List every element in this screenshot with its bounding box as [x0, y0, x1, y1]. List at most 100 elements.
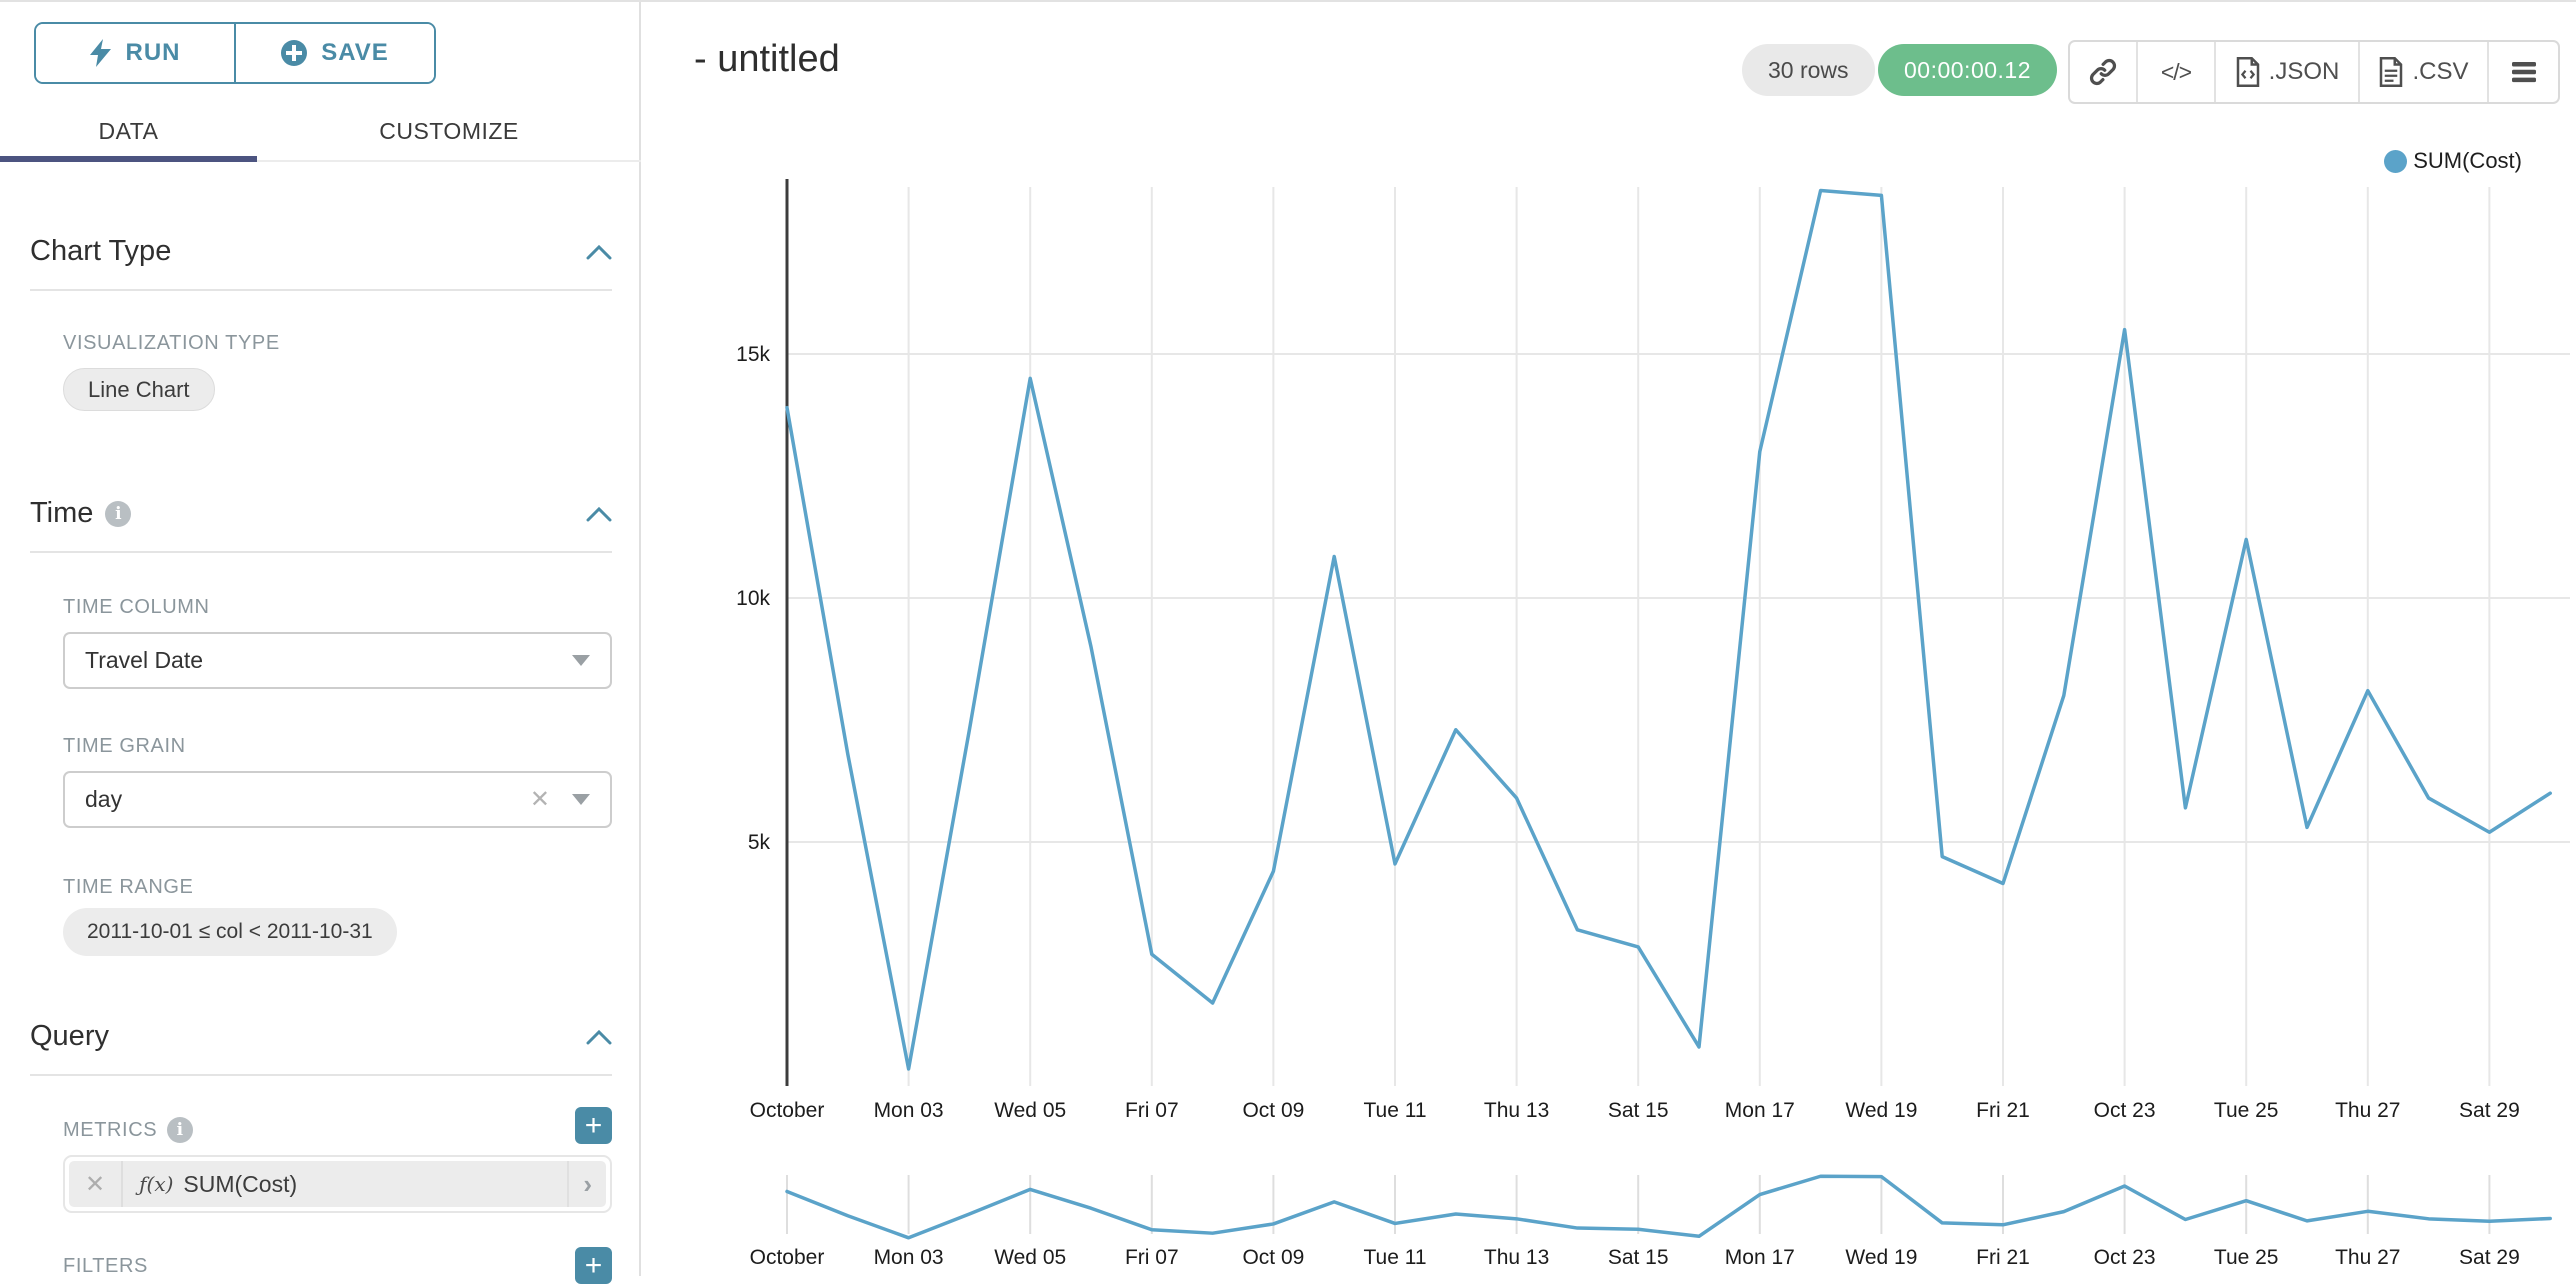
- svg-text:Tue 11: Tue 11: [1363, 1099, 1426, 1122]
- svg-text:October: October: [750, 1099, 825, 1122]
- time-grain-select[interactable]: day ✕: [63, 771, 612, 828]
- svg-text:October: October: [750, 1246, 825, 1269]
- viz-type-pill[interactable]: Line Chart: [63, 368, 215, 411]
- svg-text:Wed 05: Wed 05: [994, 1246, 1066, 1269]
- time-column-label: TIME COLUMN: [63, 596, 210, 618]
- svg-text:Oct 23: Oct 23: [2094, 1246, 2156, 1269]
- svg-text:Tue 11: Tue 11: [1363, 1246, 1426, 1269]
- svg-text:5k: 5k: [748, 831, 771, 854]
- svg-text:Sat 15: Sat 15: [1608, 1099, 1669, 1122]
- section-time-title: Time i: [30, 497, 132, 530]
- plus-circle-icon: [281, 40, 308, 66]
- section-query-title: Query: [30, 1020, 109, 1052]
- chart-title[interactable]: - untitled: [694, 38, 840, 80]
- section-chart-type-header[interactable]: Chart Type: [30, 235, 612, 268]
- export-csv-label: .CSV: [2412, 58, 2469, 85]
- svg-text:10k: 10k: [736, 587, 770, 610]
- save-button-label: SAVE: [321, 39, 389, 66]
- svg-text:Fri 21: Fri 21: [1976, 1099, 2030, 1122]
- time-range-label: TIME RANGE: [63, 876, 194, 898]
- svg-text:Oct 09: Oct 09: [1242, 1246, 1304, 1269]
- export-json-button[interactable]: .JSON: [2214, 42, 2358, 102]
- divider: [30, 289, 612, 291]
- divider: [30, 551, 612, 553]
- time-grain-label: TIME GRAIN: [63, 735, 186, 757]
- chevron-up-icon[interactable]: [586, 244, 612, 260]
- tab-data[interactable]: DATA: [0, 102, 257, 162]
- svg-text:15k: 15k: [736, 343, 770, 366]
- svg-text:Mon 03: Mon 03: [874, 1099, 944, 1122]
- export-csv-button[interactable]: .CSV: [2358, 42, 2487, 102]
- legend-dot: [2384, 149, 2408, 173]
- info-icon: i: [167, 1117, 194, 1143]
- chart-legend[interactable]: SUM(Cost): [2384, 148, 2522, 174]
- svg-text:Sat 29: Sat 29: [2459, 1099, 2520, 1122]
- query-timer-badge: 00:00:00.12: [1878, 44, 2058, 96]
- section-chart-type-title: Chart Type: [30, 235, 172, 267]
- hamburger-menu-icon: [2511, 62, 2536, 83]
- chevron-up-icon[interactable]: [586, 506, 612, 522]
- control-sidebar: RUN SAVE DATA CUSTOMIZE Chart Type VI: [0, 2, 641, 1284]
- metrics-label-text: METRICS: [63, 1118, 158, 1141]
- metric-chip[interactable]: ✕ ƒ(x) SUM(Cost) ›: [69, 1161, 606, 1207]
- add-filter-button[interactable]: +: [575, 1247, 612, 1284]
- run-button[interactable]: RUN: [36, 24, 234, 82]
- tab-customize[interactable]: CUSTOMIZE: [379, 117, 519, 144]
- svg-text:Mon 17: Mon 17: [1725, 1246, 1795, 1269]
- section-query-header[interactable]: Query: [30, 1020, 612, 1053]
- file-code-icon: [2236, 57, 2259, 87]
- svg-text:Wed 19: Wed 19: [1845, 1246, 1917, 1269]
- metric-control: ✕ ƒ(x) SUM(Cost) ›: [63, 1155, 612, 1213]
- function-icon: ƒ(x): [139, 1172, 174, 1196]
- chevron-down-icon: [572, 794, 590, 805]
- svg-text:Tue 25: Tue 25: [2214, 1246, 2279, 1269]
- svg-text:Thu 13: Thu 13: [1484, 1246, 1549, 1269]
- svg-text:Sat 15: Sat 15: [1608, 1246, 1669, 1269]
- info-icon: i: [105, 500, 132, 527]
- divider: [567, 1161, 570, 1207]
- svg-text:Oct 09: Oct 09: [1242, 1099, 1304, 1122]
- section-time-header[interactable]: Time i: [30, 497, 612, 530]
- share-link-button[interactable]: [2070, 42, 2136, 102]
- chart-menu-button[interactable]: [2487, 42, 2558, 102]
- legend-label: SUM(Cost): [2413, 148, 2522, 173]
- save-button[interactable]: SAVE: [234, 24, 434, 82]
- svg-text:Wed 19: Wed 19: [1845, 1099, 1917, 1122]
- svg-text:Thu 13: Thu 13: [1484, 1099, 1549, 1122]
- sidebar-tabs: DATA CUSTOMIZE: [0, 102, 641, 162]
- filters-label: FILTERS: [63, 1255, 148, 1277]
- svg-text:Mon 03: Mon 03: [874, 1246, 944, 1269]
- divider: [30, 1074, 612, 1076]
- time-range-pill[interactable]: 2011-10-01 ≤ col < 2011-10-31: [63, 908, 397, 956]
- line-chart[interactable]: 5k 10k 15k October October Mon 03 Mon 03 Wed 05…: [656, 142, 2576, 1276]
- chevron-right-icon[interactable]: ›: [583, 1168, 592, 1199]
- time-column-select[interactable]: Travel Date: [63, 632, 612, 689]
- divider: [121, 1161, 124, 1207]
- line-chart-svg[interactable]: 5k 10k 15k October October Mon 03 Mon 03 Wed 05…: [656, 142, 2576, 1276]
- link-icon: [2089, 58, 2117, 86]
- section-time-title-text: Time: [30, 497, 94, 529]
- svg-text:Wed 05: Wed 05: [994, 1099, 1066, 1122]
- run-save-group: RUN SAVE: [34, 22, 436, 84]
- viz-type-label: VISUALIZATION TYPE: [63, 332, 280, 354]
- svg-text:Tue 25: Tue 25: [2214, 1099, 2279, 1122]
- chevron-up-icon[interactable]: [586, 1029, 612, 1045]
- svg-text:Mon 17: Mon 17: [1725, 1099, 1795, 1122]
- add-metric-button[interactable]: +: [575, 1107, 612, 1144]
- time-column-value: Travel Date: [85, 647, 204, 673]
- svg-text:Fri 21: Fri 21: [1976, 1246, 2030, 1269]
- time-grain-value: day: [85, 786, 123, 812]
- view-query-button[interactable]: </>: [2136, 42, 2214, 102]
- svg-text:Fri 07: Fri 07: [1125, 1099, 1179, 1122]
- row-count-badge: 30 rows: [1742, 44, 1875, 96]
- clear-icon[interactable]: ✕: [529, 786, 550, 813]
- remove-metric-icon[interactable]: ✕: [85, 1170, 106, 1198]
- svg-text:Thu 27: Thu 27: [2335, 1246, 2400, 1269]
- chart-actions-group: </> .JSON .CSV: [2068, 40, 2560, 104]
- metric-value: SUM(Cost): [183, 1170, 298, 1197]
- file-text-icon: [2380, 57, 2403, 87]
- export-json-label: .JSON: [2268, 58, 2340, 85]
- metrics-label: METRICS i: [63, 1117, 194, 1143]
- chevron-down-icon: [572, 655, 590, 666]
